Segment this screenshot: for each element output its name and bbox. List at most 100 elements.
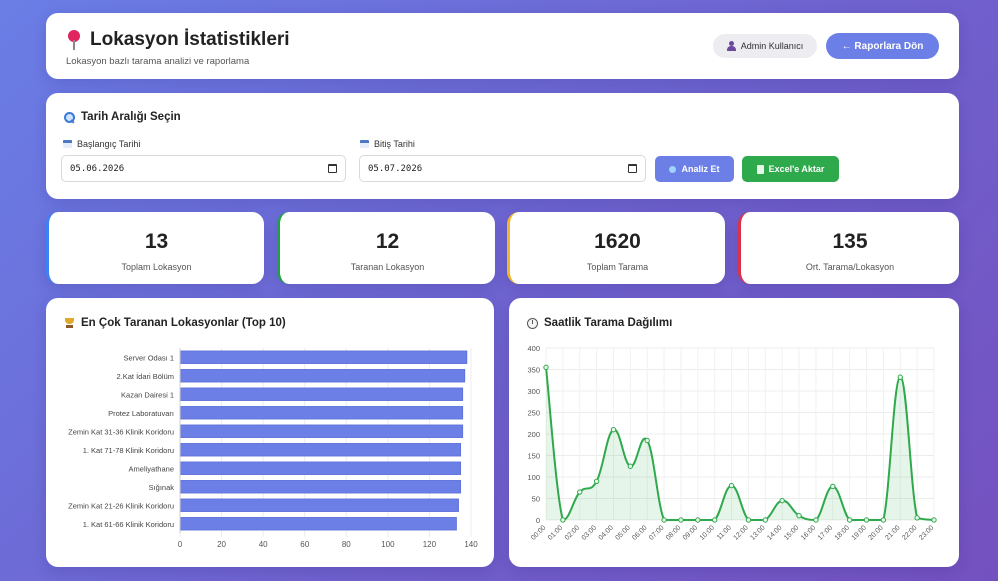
analyze-button[interactable]: Analiz Et (655, 156, 734, 182)
stat-card-scanned-locations: 12 Taranan Lokasyon (277, 212, 495, 284)
data-point (610, 427, 617, 433)
category-label: Sığınak (149, 483, 175, 492)
category-label: Zemin Kat 31-36 Klinik Koridoru (68, 427, 174, 436)
user-label: Admin Kullanıcı (740, 41, 804, 51)
x-tick-label: 0 (178, 540, 183, 549)
end-date-label-text: Bitiş Tarihi (374, 139, 415, 149)
y-tick-label: 350 (527, 366, 540, 375)
x-tick-label: 100 (381, 540, 395, 549)
end-date-value: 05.07.2026 (368, 163, 423, 174)
y-tick-label: 250 (527, 409, 540, 418)
y-tick-label: 100 (527, 473, 540, 482)
trophy-icon (64, 317, 75, 329)
bar (179, 406, 464, 420)
data-point (914, 515, 920, 521)
data-point (560, 517, 566, 523)
data-point (779, 497, 785, 504)
data-point (796, 513, 802, 519)
line-area (546, 367, 934, 520)
data-point (813, 517, 819, 523)
category-label: 1. Kat 71-78 Klinik Koridoru (83, 446, 174, 455)
x-tick-label: 05:00 (614, 524, 631, 541)
hourly-title-text: Saatlik Tarama Dağılımı (544, 317, 673, 329)
stat-label: Ort. Tarama/Lokasyon (805, 262, 895, 272)
x-tick-label: 03:00 (581, 524, 598, 541)
x-tick-label: 60 (300, 540, 309, 549)
x-tick-label: 22:00 (901, 524, 918, 541)
date-range-title: Tarih Aralığı Seçin (64, 111, 181, 123)
data-point (846, 517, 853, 523)
top-locations-chart-card: En Çok Taranan Lokasyonlar (Top 10) 0 20 4… (46, 298, 494, 567)
y-tick-label: 150 (527, 452, 540, 461)
data-point (863, 517, 870, 523)
bar (179, 480, 462, 494)
x-tick-label: 15:00 (783, 524, 800, 541)
page-subtitle: Lokasyon bazlı tarama analizi ve raporla… (66, 56, 250, 67)
category-label: Zemin Kat 21-26 Klinik Koridoru (68, 501, 174, 510)
bar (179, 443, 462, 457)
data-point (661, 517, 667, 523)
start-date-input[interactable]: 05.06.2026 (61, 155, 346, 182)
y-tick-label: 400 (527, 344, 540, 353)
stat-card-total-locations: 13 Toplam Lokasyon (46, 212, 264, 284)
x-tick-label: 09:00 (682, 524, 699, 541)
y-tick-label: 50 (532, 495, 540, 504)
data-point (543, 364, 549, 371)
date-range-panel: Tarih Aralığı Seçin Başlangıç Tarihi 05.… (46, 93, 959, 199)
top-locations-title: En Çok Taranan Lokasyonlar (Top 10) (64, 317, 286, 329)
bar (179, 424, 464, 438)
x-tick-label: 13:00 (749, 524, 766, 541)
data-point (644, 437, 650, 444)
y-tick-label: 200 (527, 430, 540, 439)
bar (179, 461, 462, 475)
x-tick-label: 140 (464, 540, 478, 549)
data-point (577, 489, 583, 495)
x-tick-label: 120 (423, 540, 437, 549)
page-title-text: Lokasyon İstatistikleri (90, 29, 290, 50)
x-tick-label: 07:00 (648, 524, 665, 541)
user-badge[interactable]: Admin Kullanıcı (713, 34, 817, 58)
x-tick-label: 80 (342, 540, 351, 549)
x-tick-label: 00:00 (530, 524, 547, 541)
category-label: Ameliyathane (129, 464, 174, 473)
start-date-label-text: Başlangıç Tarihi (77, 139, 141, 149)
stat-value: 1620 (594, 230, 641, 253)
data-point (931, 517, 937, 523)
x-tick-label: 23:00 (918, 524, 935, 541)
bar (179, 369, 466, 383)
document-icon (756, 164, 764, 174)
stat-label: Toplam Lokasyon (121, 262, 192, 272)
analyze-button-label: Analiz Et (681, 164, 720, 174)
search-icon (64, 111, 75, 123)
x-tick-label: 40 (259, 540, 268, 549)
x-tick-label: 12:00 (733, 524, 750, 541)
x-tick-label: 02:00 (564, 524, 581, 541)
calendar-picker-icon[interactable] (328, 164, 337, 173)
export-excel-button[interactable]: Excel'e Aktar (742, 156, 839, 182)
data-point (593, 478, 600, 485)
data-point (711, 517, 718, 523)
category-label: Kazan Dairesi 1 (121, 390, 174, 399)
data-point (880, 517, 887, 523)
calendar-icon (360, 140, 369, 148)
x-tick-label: 08:00 (665, 524, 682, 541)
export-excel-label: Excel'e Aktar (768, 164, 825, 174)
pin-icon (669, 165, 677, 173)
x-tick-label: 21:00 (884, 524, 901, 541)
stat-value: 135 (832, 230, 868, 253)
bar (179, 517, 457, 531)
back-to-reports-button[interactable]: ← Raporlara Dön (826, 33, 939, 59)
stat-value: 13 (144, 230, 169, 253)
category-label: Protez Laboratuvarı (108, 409, 174, 418)
x-tick-label: 20:00 (867, 524, 884, 541)
data-point (695, 517, 701, 523)
start-date-value: 05.06.2026 (70, 163, 125, 174)
category-label: 2.Kat İdari Bölüm (116, 372, 174, 381)
calendar-icon (63, 140, 72, 148)
hourly-title: Saatlik Tarama Dağılımı (527, 317, 672, 329)
calendar-picker-icon[interactable] (628, 164, 637, 173)
bar (179, 498, 459, 512)
stat-card-average-scans: 135 Ort. Tarama/Lokasyon (738, 212, 959, 284)
end-date-input[interactable]: 05.07.2026 (359, 155, 646, 182)
